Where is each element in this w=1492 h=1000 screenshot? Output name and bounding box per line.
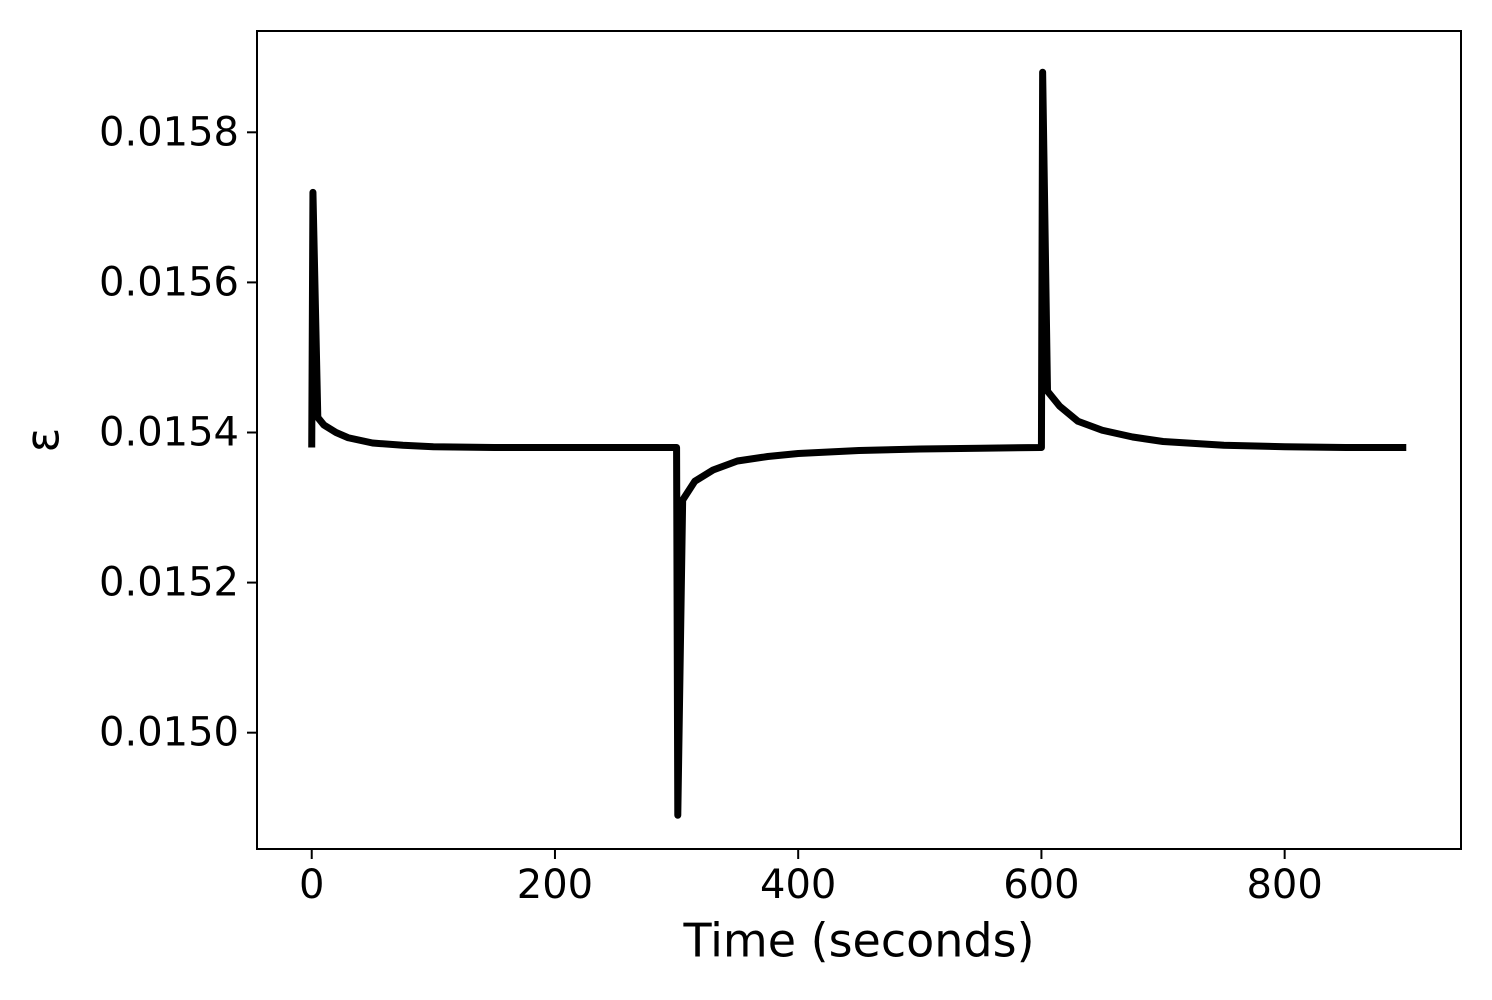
x-tick-label: 200: [517, 862, 593, 908]
y-tick-label: 0.0154: [99, 409, 239, 455]
y-tick-label: 0.0156: [99, 259, 239, 305]
x-tick-label: 800: [1246, 862, 1322, 908]
y-tick-label: 0.0150: [99, 710, 239, 756]
x-axis-title: Time (seconds): [682, 914, 1034, 968]
x-tick-label: 0: [299, 862, 324, 908]
x-tick-label: 600: [1003, 862, 1079, 908]
y-tick-label: 0.0152: [99, 560, 239, 606]
line: [308, 68, 1407, 819]
plot-frame: [256, 30, 1462, 850]
x-tick-label: 400: [760, 862, 836, 908]
y-axis-title: ε: [16, 428, 70, 453]
y-tick-label: 0.0158: [99, 109, 239, 155]
